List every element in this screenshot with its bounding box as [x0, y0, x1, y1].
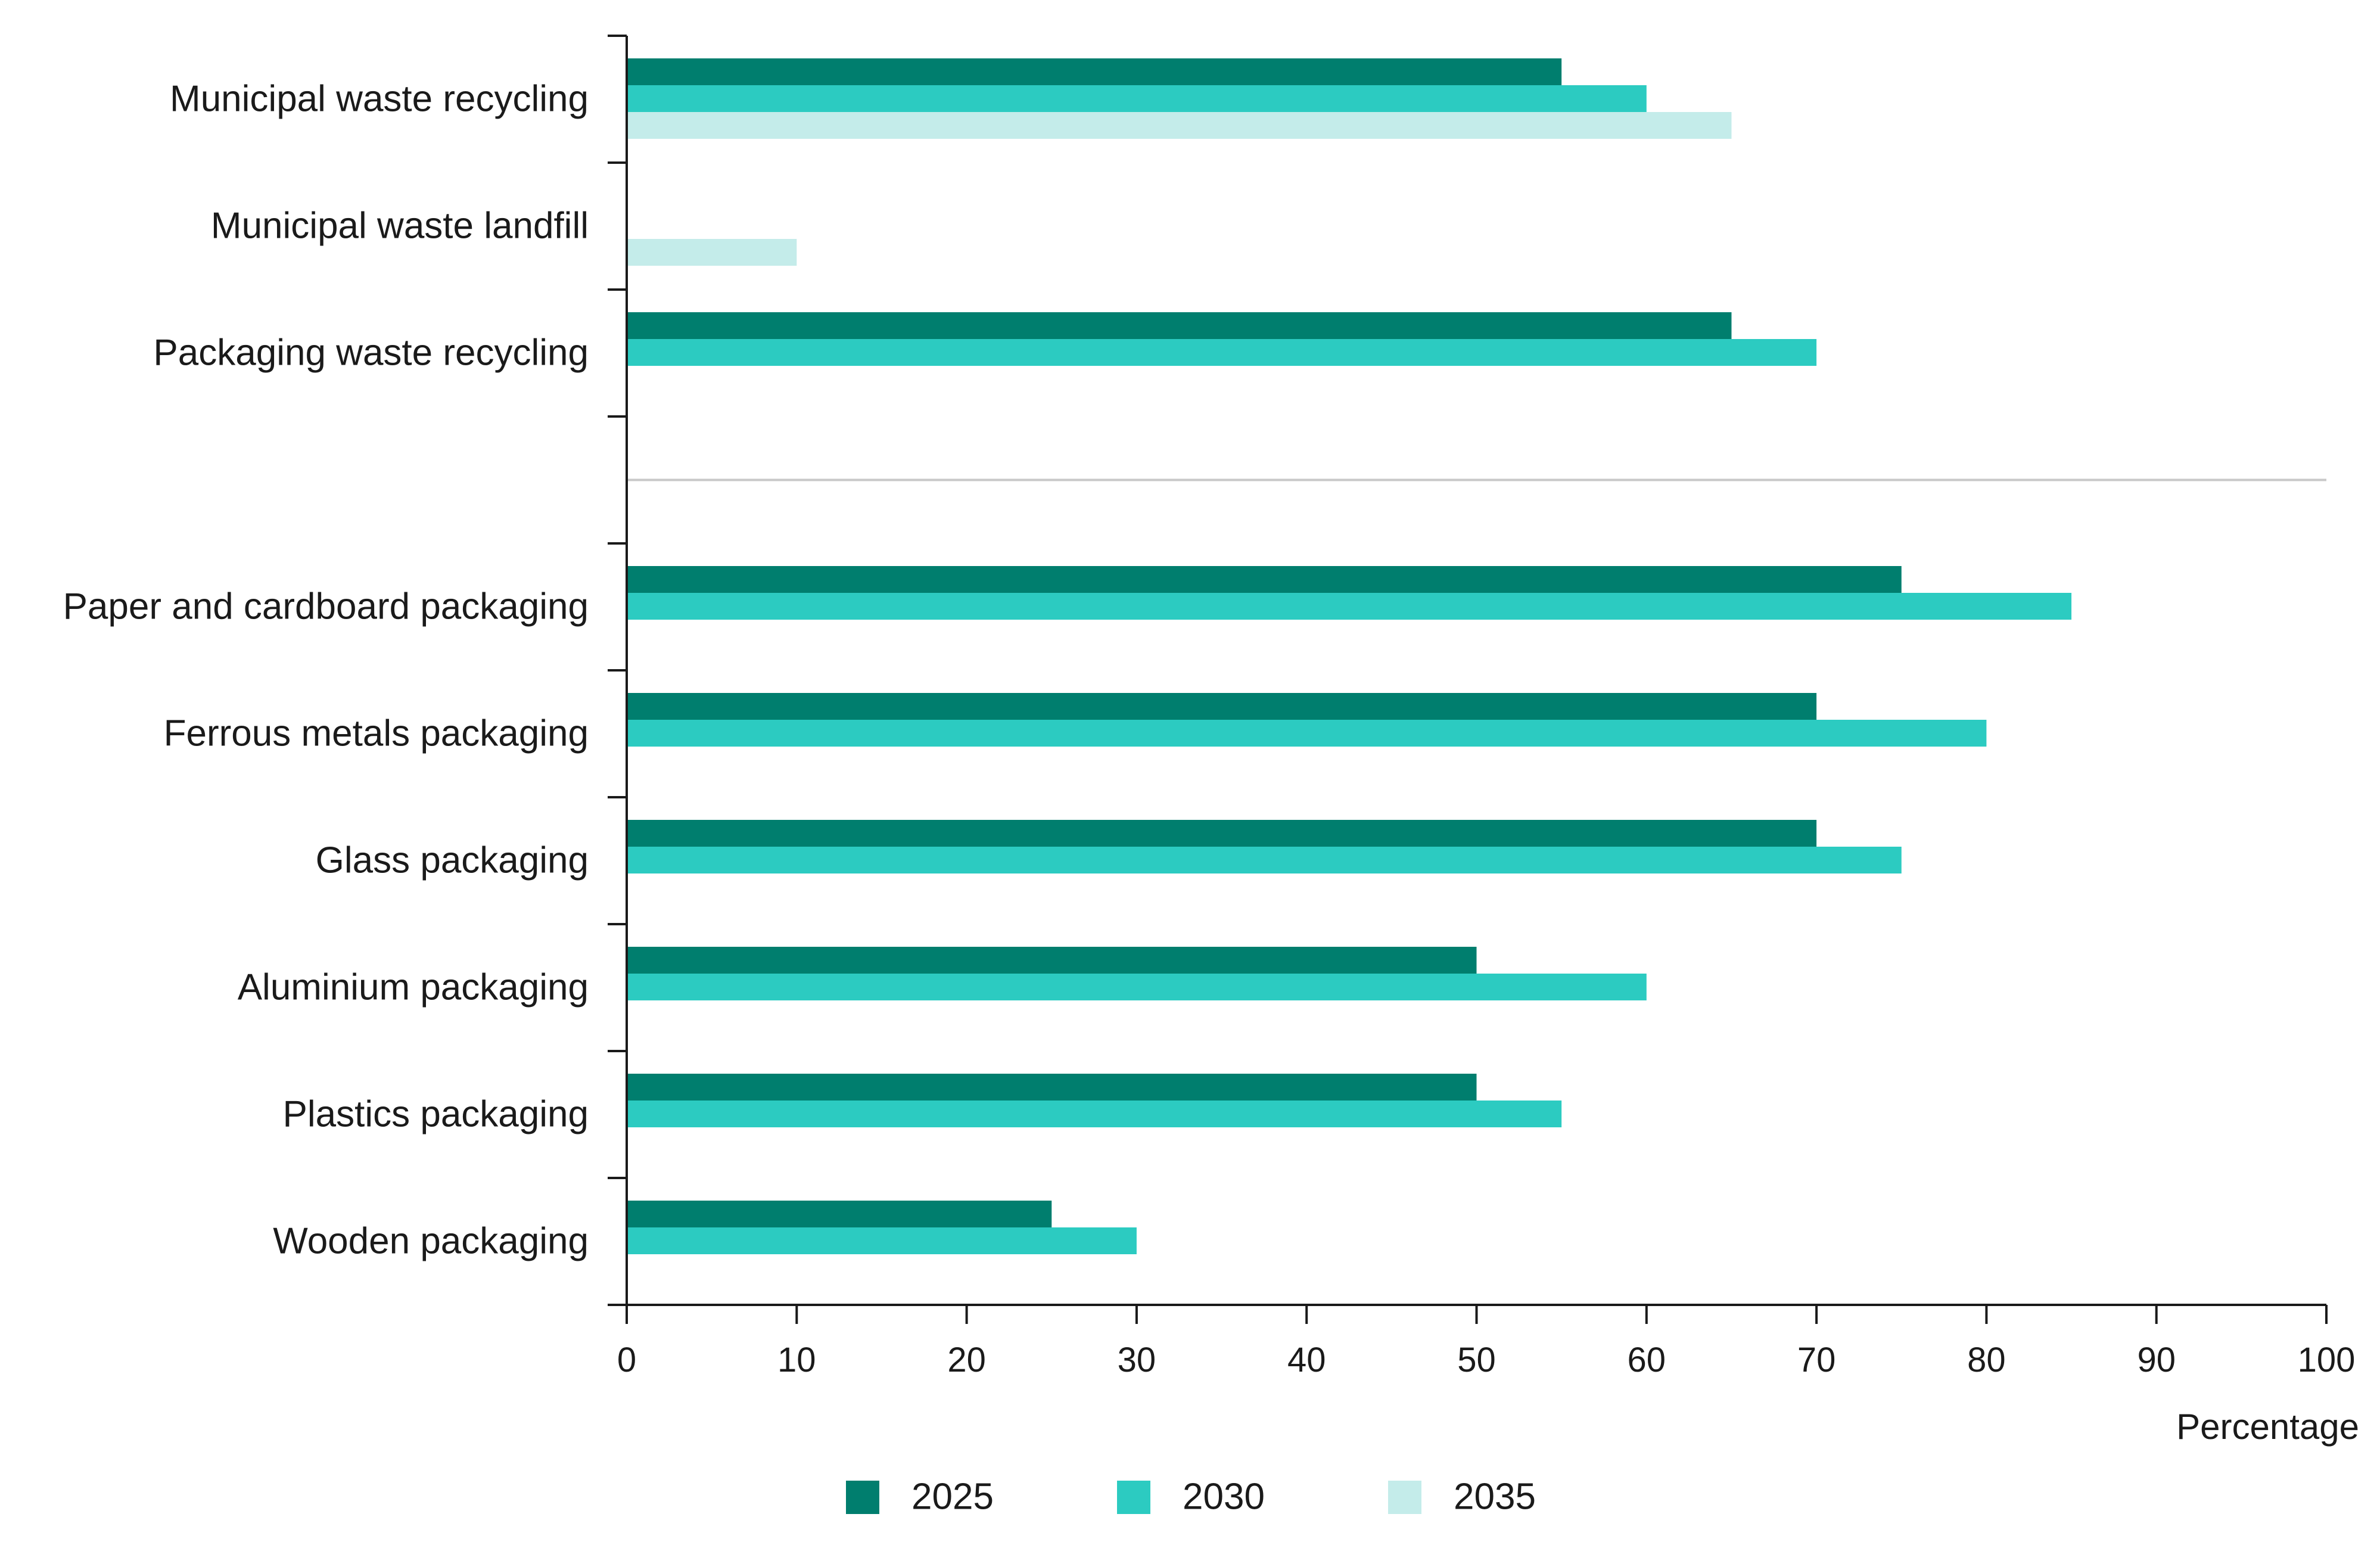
bar-2025-7: [627, 947, 1477, 974]
category-label: Plastics packaging: [283, 1094, 589, 1135]
category-label: Ferrous metals packaging: [164, 713, 589, 754]
category-label: Paper and cardboard packaging: [63, 586, 589, 627]
category-label: Packaging waste recycling: [153, 332, 589, 374]
bar-2030-5: [627, 720, 1987, 747]
x-tick-label: 50: [1457, 1341, 1496, 1379]
bar-2030-1: [627, 85, 1647, 112]
bar-2030-8: [627, 1101, 1562, 1127]
bar-2025-6: [627, 820, 1817, 847]
legend-label-2030: 2030: [1183, 1476, 1265, 1518]
bar-2025-4: [627, 566, 1902, 593]
x-tick-label: 70: [1797, 1341, 1836, 1379]
bar-2030-4: [627, 593, 2072, 620]
bar-2025-8: [627, 1074, 1477, 1101]
bar-2030-6: [627, 847, 1902, 873]
legend-swatch-2030: [1117, 1481, 1150, 1514]
category-label: Glass packaging: [316, 840, 589, 881]
legend-swatch-2035: [1388, 1481, 1421, 1514]
category-label: Municipal waste recycling: [170, 79, 589, 120]
x-tick-label: 30: [1118, 1341, 1156, 1379]
bar-2030-7: [627, 974, 1647, 1000]
category-label: Aluminium packaging: [238, 967, 589, 1008]
legend-swatch-2025: [846, 1481, 879, 1514]
category-label: Wooden packaging: [273, 1221, 589, 1262]
bar-2025-3: [627, 312, 1732, 339]
x-tick-label: 100: [2298, 1341, 2356, 1379]
x-tick-label: 90: [2137, 1341, 2176, 1379]
x-tick-label: 40: [1287, 1341, 1326, 1379]
x-tick-label: 20: [947, 1341, 986, 1379]
category-label: Municipal waste landfill: [211, 206, 589, 247]
x-tick-label: 0: [617, 1341, 636, 1379]
legend-label-2025: 2025: [911, 1476, 994, 1518]
bar-2025-5: [627, 693, 1817, 720]
bar-2030-9: [627, 1227, 1137, 1254]
bar-2025-1: [627, 58, 1562, 85]
x-tick-label: 10: [777, 1341, 816, 1379]
bar-2035-2: [627, 239, 797, 266]
x-tick-label: 80: [1967, 1341, 2006, 1379]
x-axis-title: Percentage: [2176, 1407, 2359, 1447]
bar-2035-1: [627, 112, 1732, 139]
bar-2030-3: [627, 339, 1817, 366]
x-tick-label: 60: [1628, 1341, 1666, 1379]
legend-label-2035: 2035: [1454, 1476, 1536, 1518]
bar-2025-9: [627, 1201, 1052, 1227]
